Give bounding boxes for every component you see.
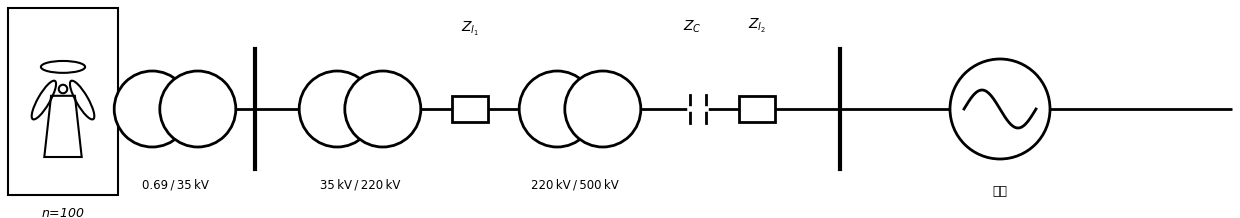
Circle shape <box>950 59 1050 159</box>
Text: 0.69 / 35 kV: 0.69 / 35 kV <box>141 178 208 191</box>
Circle shape <box>299 71 376 147</box>
Text: $Z_{l_2}$: $Z_{l_2}$ <box>748 17 766 35</box>
Circle shape <box>160 71 236 147</box>
Text: 220 kV / 500 kV: 220 kV / 500 kV <box>531 178 619 191</box>
Bar <box>7 8 118 195</box>
Bar <box>739 96 775 122</box>
Text: 35 kV / 220 kV: 35 kV / 220 kV <box>320 178 401 191</box>
Bar <box>453 96 489 122</box>
Circle shape <box>520 71 595 147</box>
Circle shape <box>564 71 641 147</box>
Circle shape <box>114 71 190 147</box>
Text: $Z_{l_1}$: $Z_{l_1}$ <box>461 20 479 38</box>
Text: 电网: 电网 <box>992 185 1007 198</box>
Text: $Z_C$: $Z_C$ <box>683 19 702 35</box>
Text: $n$=100: $n$=100 <box>41 207 84 218</box>
Circle shape <box>345 71 420 147</box>
